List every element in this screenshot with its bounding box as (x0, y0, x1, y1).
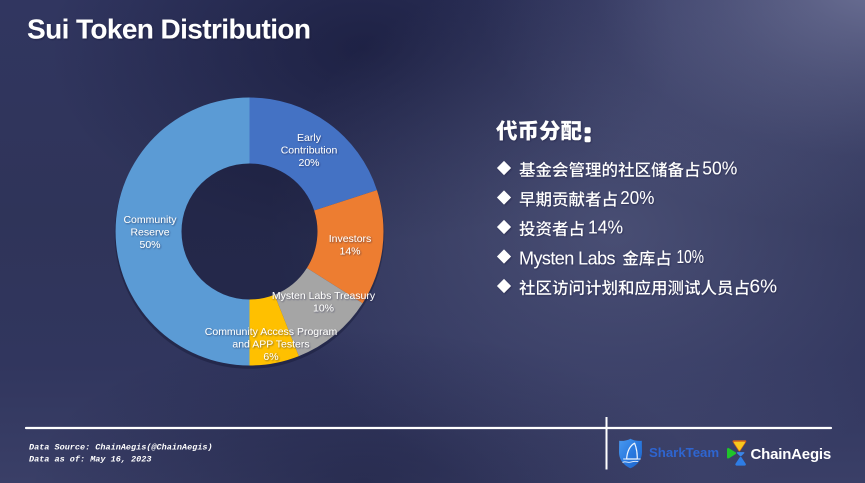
svg-text:Sui Token Distribution: Sui Token Distribution (27, 14, 310, 45)
svg-text:20%: 20% (620, 188, 654, 208)
svg-text:20%: 20% (298, 157, 319, 169)
svg-text:Data as of: May 16, 2023: Data as of: May 16, 2023 (29, 454, 151, 464)
svg-text:SharkTeam: SharkTeam (649, 445, 719, 460)
svg-text:Investors: Investors (329, 233, 372, 245)
svg-text:10%: 10% (677, 247, 705, 267)
svg-text:Data Source: ChainAegis(@Chain: Data Source: ChainAegis(@ChainAegis) (29, 442, 213, 452)
svg-text:ChainAegis: ChainAegis (751, 446, 832, 463)
svg-text:Early: Early (297, 132, 322, 144)
svg-text:Contribution: Contribution (281, 145, 338, 157)
svg-text:and APP Testers: and APP Testers (232, 339, 309, 351)
svg-text:Mysten Labs Treasury: Mysten Labs Treasury (272, 290, 376, 302)
svg-text:14%: 14% (339, 246, 360, 258)
svg-text:Community Access Program: Community Access Program (205, 326, 338, 338)
svg-text:6%: 6% (263, 351, 278, 363)
svg-text:Reserve: Reserve (130, 227, 169, 239)
svg-text:14%: 14% (588, 217, 623, 237)
svg-text:10%: 10% (313, 303, 334, 315)
svg-text:50%: 50% (702, 158, 737, 178)
svg-text:50%: 50% (139, 239, 160, 251)
svg-text:Mysten Labs: Mysten Labs (519, 248, 616, 268)
svg-text:Community: Community (123, 214, 177, 226)
svg-text:6%: 6% (750, 276, 778, 296)
